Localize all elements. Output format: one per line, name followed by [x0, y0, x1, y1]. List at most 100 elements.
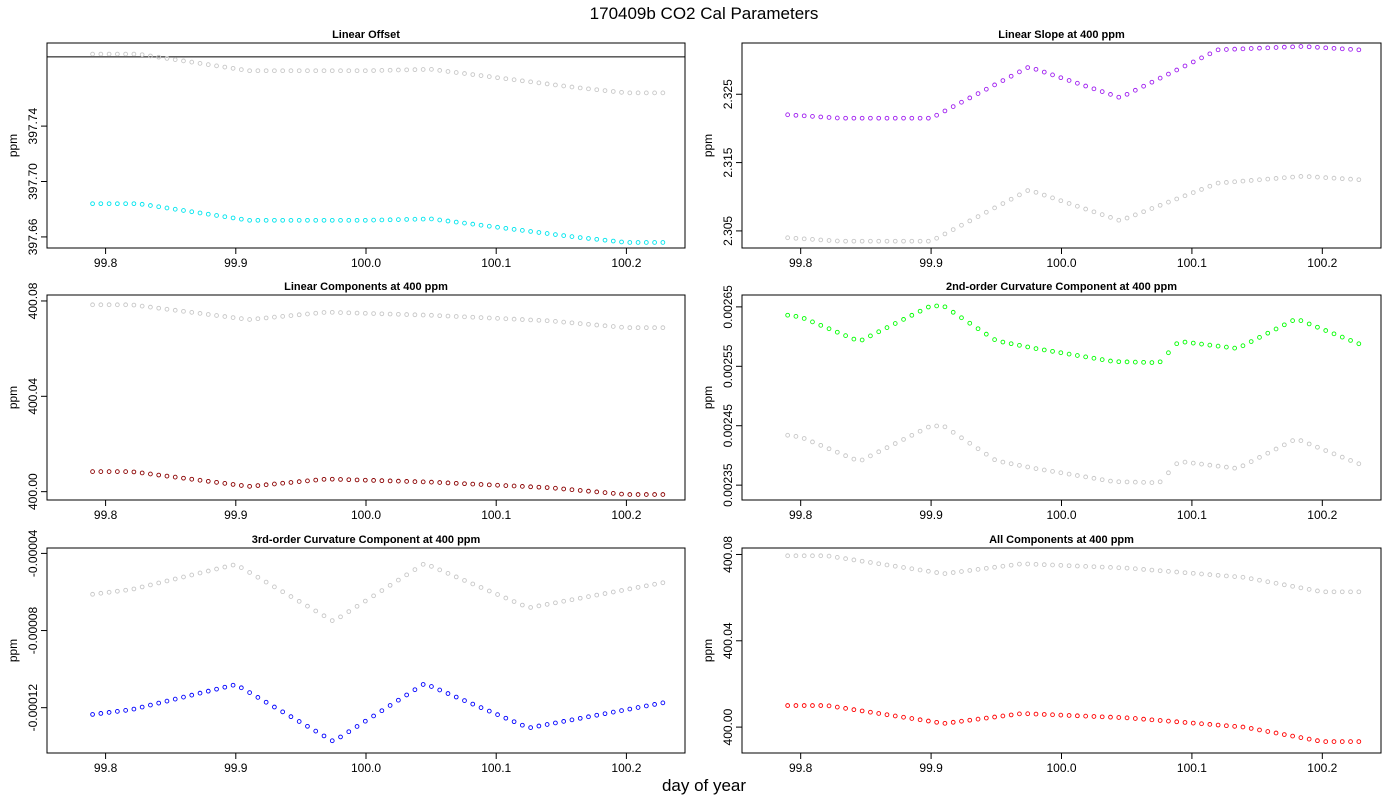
data-point — [429, 563, 434, 569]
data-point — [214, 63, 219, 69]
data-point — [338, 217, 343, 223]
data-point — [950, 309, 956, 315]
data-point — [1224, 573, 1229, 579]
data-point — [222, 684, 228, 690]
series-reference — [785, 423, 1362, 485]
data-point — [503, 715, 509, 721]
data-point — [577, 85, 583, 91]
data-point — [1298, 585, 1304, 591]
data-point — [577, 488, 583, 493]
data-point — [876, 115, 882, 121]
data-point — [975, 716, 981, 722]
data-point — [106, 51, 112, 57]
data-point — [189, 310, 195, 315]
figure-x-axis-label: day of year — [662, 776, 746, 795]
data-point — [139, 470, 145, 476]
data-point — [627, 706, 633, 712]
x-tick-label: 100.2 — [1307, 256, 1337, 270]
data-point — [660, 492, 666, 497]
data-point — [495, 482, 500, 488]
data-point — [785, 703, 790, 708]
data-point — [1190, 720, 1196, 726]
data-point — [627, 90, 633, 96]
data-point — [643, 492, 649, 497]
data-point — [354, 217, 360, 223]
y-tick-label: 2.315 — [721, 147, 735, 177]
data-point — [1257, 577, 1262, 583]
data-point — [785, 432, 790, 438]
data-point — [1166, 350, 1171, 356]
data-point — [934, 235, 939, 241]
data-point — [1215, 47, 1221, 53]
data-point — [1182, 459, 1188, 465]
data-point — [843, 115, 848, 121]
data-point — [148, 53, 153, 59]
data-point — [321, 476, 327, 482]
data-point — [412, 216, 418, 222]
data-point — [362, 68, 368, 74]
data-point — [959, 222, 964, 228]
data-point — [1058, 75, 1064, 81]
data-point — [156, 700, 162, 706]
data-point — [1315, 588, 1320, 594]
data-point — [1356, 47, 1362, 53]
data-point — [1348, 458, 1353, 463]
data-point — [1008, 562, 1014, 568]
data-point — [892, 441, 898, 446]
data-point — [214, 313, 219, 318]
data-point — [338, 68, 343, 74]
data-point — [420, 312, 426, 318]
data-point — [272, 314, 277, 320]
data-point — [586, 714, 591, 720]
data-point — [1025, 188, 1031, 193]
x-tick-label: 100.1 — [1177, 508, 1207, 522]
data-point — [1008, 196, 1014, 202]
data-point — [942, 304, 948, 310]
data-point — [329, 217, 335, 223]
series-current — [785, 44, 1362, 121]
data-point — [594, 489, 600, 495]
data-point — [445, 691, 451, 696]
data-point — [917, 308, 923, 314]
y-tick-label: -0.00012 — [26, 684, 40, 732]
data-point — [834, 555, 840, 560]
data-point — [511, 483, 517, 489]
data-point — [1008, 73, 1014, 79]
data-point — [404, 67, 409, 73]
data-point — [148, 471, 153, 477]
data-point — [1224, 464, 1229, 470]
data-point — [983, 565, 989, 571]
series-reference — [785, 174, 1362, 244]
data-point — [462, 578, 467, 583]
panel-title: All Components at 400 ppm — [989, 534, 1134, 546]
data-point — [851, 238, 857, 244]
data-point — [851, 336, 857, 342]
data-point — [627, 586, 633, 592]
data-point — [859, 337, 865, 343]
data-point — [917, 115, 923, 121]
data-point — [1248, 576, 1254, 582]
data-point — [1124, 91, 1130, 97]
data-point — [553, 82, 558, 88]
data-point — [569, 487, 575, 493]
data-point — [520, 228, 525, 233]
data-point — [1075, 473, 1080, 478]
data-point — [520, 602, 525, 608]
data-point — [1323, 328, 1329, 333]
data-point — [1149, 360, 1155, 365]
data-point — [1265, 330, 1271, 336]
data-point — [462, 314, 467, 320]
data-point — [214, 686, 219, 692]
data-point — [1298, 735, 1304, 740]
data-point — [868, 333, 873, 339]
data-point — [1132, 479, 1138, 485]
data-point — [453, 70, 459, 75]
data-point — [296, 479, 302, 484]
data-point — [1315, 324, 1320, 330]
data-point — [172, 206, 178, 212]
data-point — [1000, 563, 1006, 569]
data-point — [1323, 739, 1329, 744]
data-point — [536, 484, 542, 490]
data-point — [1041, 712, 1047, 717]
data-point — [280, 709, 286, 715]
